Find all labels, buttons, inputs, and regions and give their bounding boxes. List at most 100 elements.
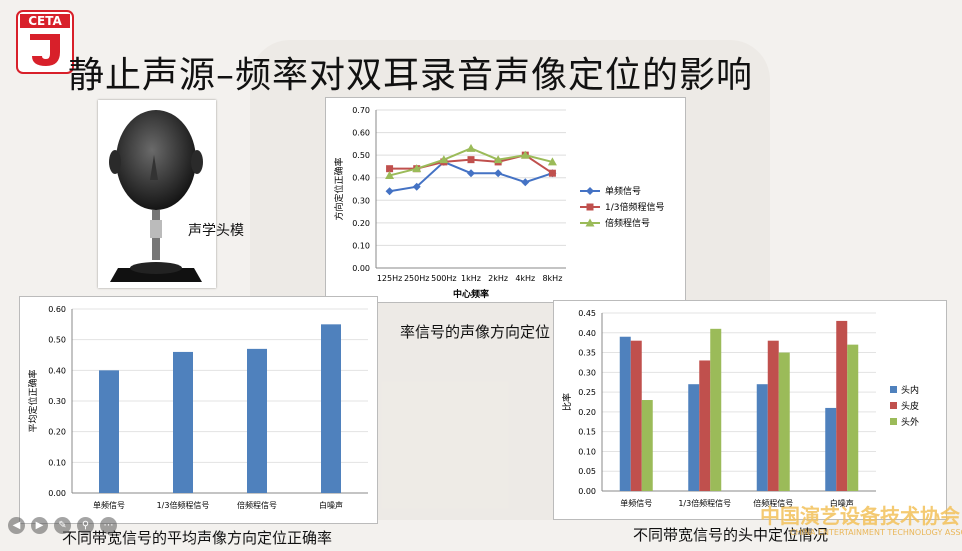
x-tick-label: 500Hz [431, 274, 456, 283]
y-tick-label: 0.10 [48, 458, 66, 467]
data-point [385, 170, 395, 179]
zoom-icon[interactable]: ⚲ [77, 517, 94, 534]
bar [641, 400, 653, 491]
bar [756, 384, 768, 491]
y-tick-label: 0.20 [352, 219, 370, 228]
y-tick-label: 0.60 [48, 305, 66, 314]
acoustic-head-photo [98, 100, 216, 288]
menu-icon[interactable]: ⋯ [100, 517, 117, 534]
y-tick-label: 0.50 [48, 336, 66, 345]
y-tick-label: 0.10 [352, 241, 370, 250]
y-tick-label: 0.40 [48, 366, 66, 375]
presentation-controls: ◀ ▶ ✎ ⚲ ⋯ [8, 517, 117, 534]
y-tick-label: 0.50 [352, 151, 370, 160]
x-tick-label: 1kHz [461, 274, 481, 283]
in-head-chart-panel: 0.00 0.05 0.10 0.15 0.20 0.25 0.30 0.35 0.40 0.45… [553, 300, 947, 520]
data-point [521, 178, 530, 187]
watermark-en: CHINA ENTERTAINMENT TECHNOLOGY ASSOCIATI… [790, 528, 962, 537]
bar [847, 344, 859, 491]
bar [173, 351, 193, 493]
y-tick-label: 0.30 [352, 196, 370, 205]
bar [825, 407, 837, 491]
data-point [439, 155, 449, 164]
data-point [548, 169, 556, 177]
legend-label: 倍频程信号 [605, 217, 650, 229]
pen-icon[interactable]: ✎ [54, 517, 71, 534]
y-tick-label: 0.05 [578, 467, 596, 476]
bar [99, 370, 119, 493]
avg-accuracy-chart-caption: 不同带宽信号的平均声像方向定位正确率 [62, 529, 333, 547]
prev-slide-icon[interactable]: ◀ [8, 517, 25, 534]
x-tick-label: 1/3倍频程信号 [157, 500, 210, 510]
bar [710, 328, 722, 491]
in-head-bar-chart: 0.00 0.05 0.10 0.15 0.20 0.25 0.30 0.35 0.40 0.45… [561, 309, 919, 508]
x-tick-label: 白噪声 [319, 500, 343, 510]
x-tick-label: 1/3倍频程信号 [678, 498, 731, 508]
ceta-logo: CETA [16, 10, 74, 74]
x-tick-label: 4kHz [515, 274, 535, 283]
photo-label: 声学头模 [188, 223, 244, 239]
watermark-cn: 中国演艺设备技术协会 [760, 504, 960, 528]
bar [767, 340, 779, 491]
y-tick-label: 0.10 [578, 447, 596, 456]
data-point [493, 155, 503, 164]
y-axis-title: 平均定位正确率 [27, 369, 39, 432]
x-tick-label: 250Hz [404, 274, 429, 283]
head-dummy-illustration [109, 110, 203, 282]
data-point [412, 182, 421, 191]
y-tick-label: 0.30 [578, 368, 596, 377]
y-tick-label: 0.30 [48, 397, 66, 406]
next-slide-icon[interactable]: ▶ [31, 517, 48, 534]
data-point [385, 187, 394, 196]
bar [836, 320, 848, 491]
y-tick-label: 0.40 [352, 174, 370, 183]
y-axis-title: 比率 [561, 393, 573, 411]
legend-swatch [890, 402, 897, 409]
y-tick-label: 0.00 [48, 489, 66, 498]
legend-label: 头外 [901, 416, 919, 428]
y-tick-label: 0.20 [48, 428, 66, 437]
data-point [467, 169, 475, 178]
legend-label: 1/3倍频程信号 [605, 201, 665, 213]
x-tick-label: 倍频程信号 [237, 500, 277, 510]
x-tick-label: 单频信号 [620, 498, 652, 508]
bar [247, 348, 267, 493]
avg-accuracy-chart-panel: 0.00 0.10 0.20 0.30 0.40 0.50 0.60 平均定位正确率单频信号 1… [19, 296, 378, 524]
legend-marker [586, 203, 594, 211]
legend-swatch [890, 418, 897, 425]
legend-marker [585, 218, 595, 227]
legend-label: 头皮 [901, 400, 919, 412]
legend-label: 头内 [901, 384, 919, 396]
y-axis-title: 方向定位正确率 [333, 157, 345, 220]
y-tick-label: 0.60 [352, 129, 370, 138]
line-chart-panel: 0.00 0.10 0.20 0.30 0.40 0.50 0.60 0.70 125Hz 250… [325, 97, 686, 303]
y-tick-label: 0.25 [578, 388, 596, 397]
slide-title: 静止声源–频率对双耳录音声像定位的影响 [68, 55, 754, 96]
data-point [386, 165, 394, 173]
line-chart: 0.00 0.10 0.20 0.30 0.40 0.50 0.60 0.70 125Hz 250… [333, 106, 665, 300]
data-point [494, 169, 503, 178]
bar [630, 340, 642, 491]
y-tick-label: 0.20 [578, 408, 596, 417]
data-point [412, 164, 422, 173]
y-tick-label: 0.00 [578, 487, 596, 496]
legend-label: 单频信号 [605, 185, 641, 197]
y-tick-label: 0.15 [578, 428, 596, 437]
line-chart-caption: 率信号的声像方向定位 [400, 323, 551, 341]
data-point [520, 150, 530, 159]
bar [619, 336, 631, 491]
y-tick-label: 0.35 [578, 349, 596, 358]
bar [688, 384, 700, 491]
legend-swatch [890, 386, 897, 393]
x-tick-label: 单频信号 [93, 500, 125, 510]
bar [778, 352, 790, 491]
x-tick-label: 2kHz [488, 274, 508, 283]
data-point [467, 156, 475, 164]
data-point [466, 143, 476, 152]
data-point [547, 157, 557, 166]
x-tick-label: 8kHz [542, 274, 562, 283]
x-axis-title: 中心频率 [453, 288, 489, 300]
x-tick-label: 白噪声 [830, 498, 854, 508]
legend-marker [586, 187, 594, 195]
y-tick-label: 0.00 [352, 264, 370, 273]
